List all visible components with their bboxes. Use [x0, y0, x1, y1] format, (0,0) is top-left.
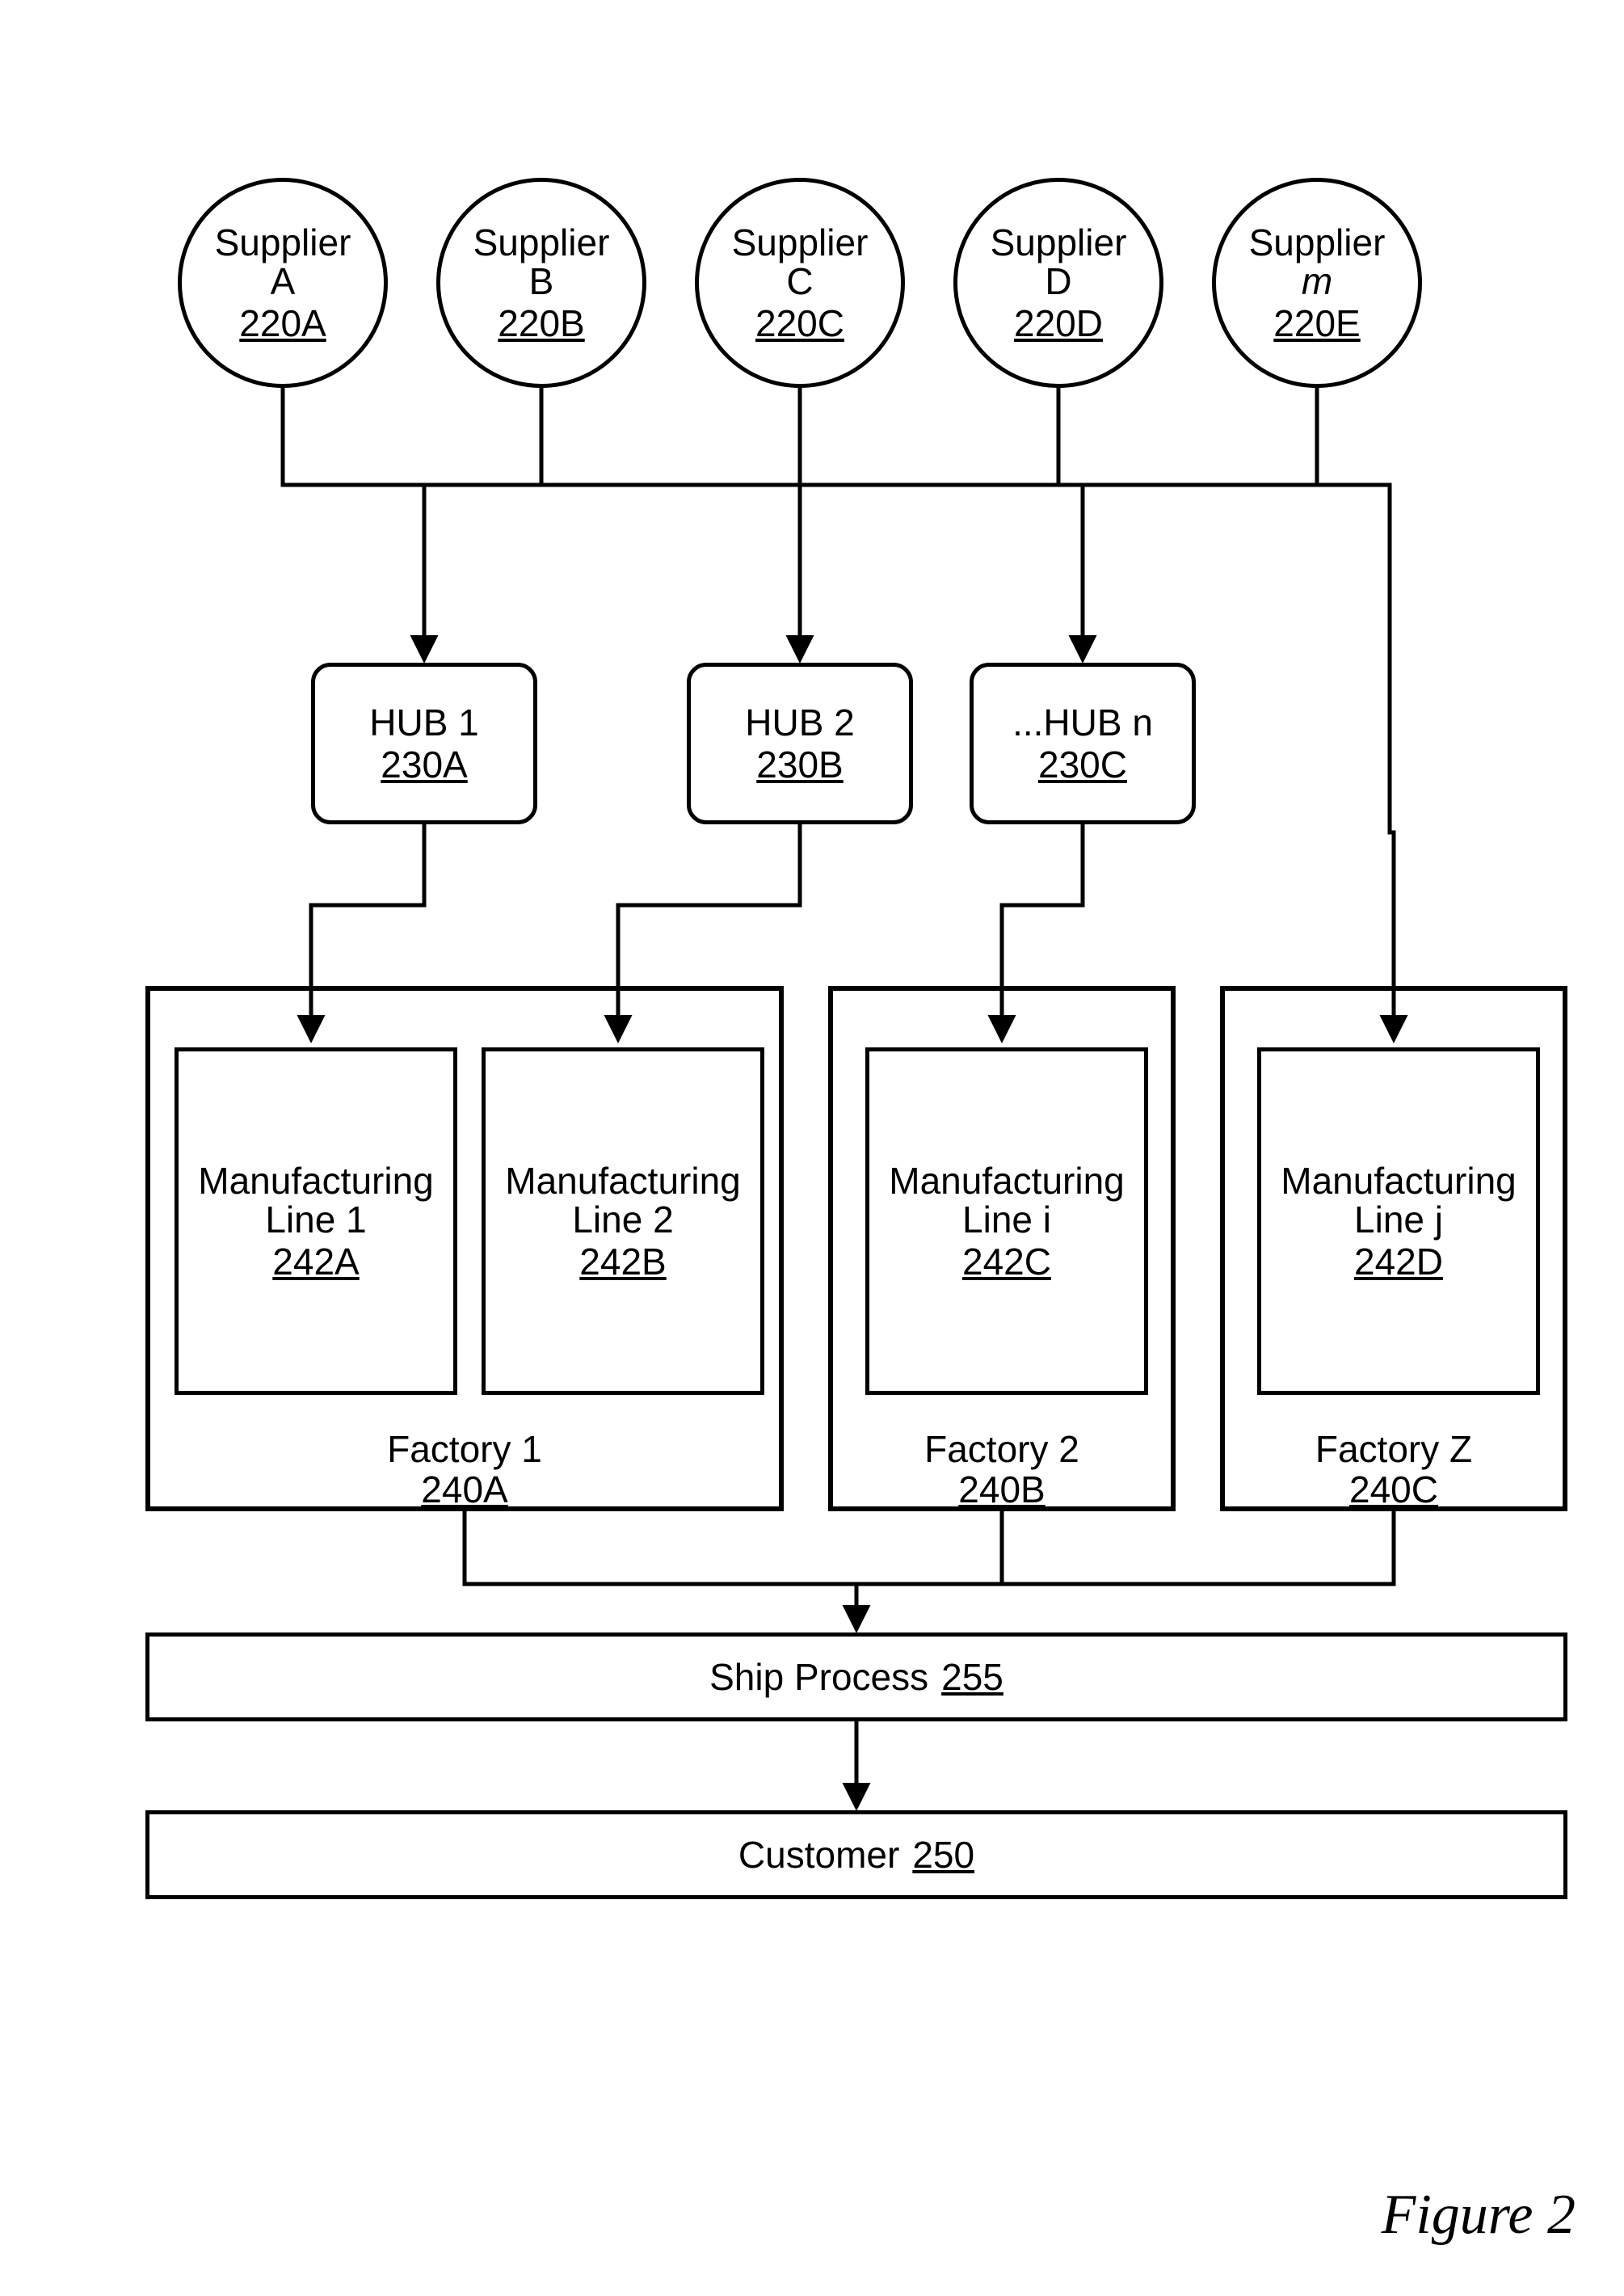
hub-node: ...HUB n230C [970, 663, 1196, 824]
supplier-node: SupplierC220C [695, 178, 905, 388]
cust-bar: Customer 250 [145, 1810, 1567, 1899]
supplier-sublabel: B [529, 262, 554, 301]
supplier-label: Supplier [1249, 223, 1386, 262]
line-ref: 242D [1354, 1242, 1443, 1281]
bar-ref: 250 [912, 1833, 974, 1877]
line-label: Manufacturing Line i [883, 1161, 1130, 1240]
line-ref: 242A [272, 1242, 359, 1281]
ship-bar: Ship Process 255 [145, 1632, 1567, 1721]
manufacturing-line-box: Manufacturing Line i242C [865, 1047, 1148, 1395]
hub-label: ...HUB n [1012, 703, 1153, 742]
line-label: Manufacturing Line 2 [499, 1161, 747, 1240]
supplier-node: SupplierB220B [436, 178, 646, 388]
hub-label: HUB 1 [369, 703, 478, 742]
supplier-ref: 220A [239, 304, 326, 343]
line-label: Manufacturing Line 1 [192, 1161, 440, 1240]
bar-label: Ship Process [709, 1655, 928, 1699]
supplier-node: SupplierA220A [178, 178, 388, 388]
factory-ref: 240A [150, 1468, 779, 1511]
line-ref: 242C [962, 1242, 1051, 1281]
hub-ref: 230B [756, 745, 843, 784]
factory-box: Factory Z240C Manufacturing Line j242D [1220, 986, 1567, 1511]
supplier-ref: 220B [498, 304, 584, 343]
hub-ref: 230A [381, 745, 467, 784]
supplier-label: Supplier [991, 223, 1127, 262]
factory-ref: 240B [833, 1468, 1171, 1511]
factory-title: Factory Z [1225, 1427, 1563, 1471]
factory-ref: 240C [1225, 1468, 1563, 1511]
hub-label: HUB 2 [745, 703, 854, 742]
factory-box: Factory 2240B Manufacturing Line i242C [828, 986, 1176, 1511]
bar-ref: 255 [941, 1655, 1003, 1699]
manufacturing-line-box: Manufacturing Line 2242B [482, 1047, 764, 1395]
line-ref: 242B [579, 1242, 666, 1281]
supplier-label: Supplier [473, 223, 610, 262]
factory-title: Factory 1 [150, 1427, 779, 1471]
supplier-sublabel: m [1302, 262, 1332, 301]
supplier-ref: 220D [1014, 304, 1103, 343]
factory-box: Factory 1240AManufacturing Line 1242AMan… [145, 986, 784, 1511]
bar-label: Customer [738, 1833, 899, 1877]
hub-node: HUB 1230A [311, 663, 537, 824]
factory-title: Factory 2 [833, 1427, 1171, 1471]
hub-ref: 230C [1038, 745, 1127, 784]
supplier-sublabel: C [786, 262, 813, 301]
figure-label: Figure 2 [1382, 2183, 1576, 2248]
supplier-node: Supplierm220E [1212, 178, 1422, 388]
manufacturing-line-box: Manufacturing Line 1242A [175, 1047, 457, 1395]
hub-node: HUB 2230B [687, 663, 913, 824]
supplier-sublabel: D [1045, 262, 1071, 301]
line-label: Manufacturing Line j [1275, 1161, 1522, 1240]
supplier-ref: 220E [1273, 304, 1360, 343]
supplier-ref: 220C [755, 304, 844, 343]
supplier-node: SupplierD220D [953, 178, 1163, 388]
supplier-sublabel: A [271, 262, 296, 301]
supplier-label: Supplier [732, 223, 869, 262]
diagram-canvas: SupplierA220ASupplierB220BSupplierC220CS… [0, 0, 1624, 2296]
supplier-label: Supplier [215, 223, 351, 262]
manufacturing-line-box: Manufacturing Line j242D [1257, 1047, 1540, 1395]
